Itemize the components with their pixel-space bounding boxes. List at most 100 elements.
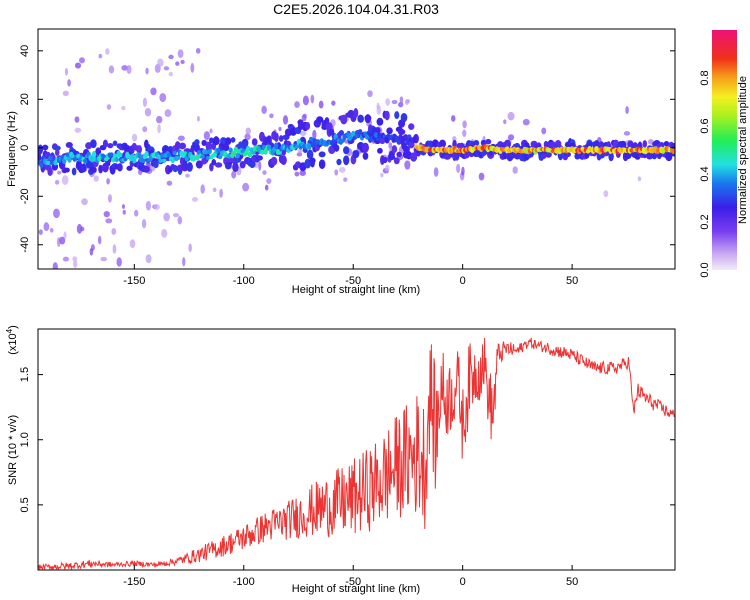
snr-x-tick-label: 0 <box>460 576 466 588</box>
spectrogram-halo-blob <box>463 153 470 159</box>
spectrogram-halo-blob <box>222 143 230 152</box>
spectrogram-halo-blob <box>178 142 187 150</box>
snr-y-tick-label: 1.0 <box>19 432 31 447</box>
spectrogram-y-tick-label: 40 <box>19 45 31 57</box>
spectrogram-noise-blob <box>388 142 393 149</box>
spectrogram-noise-blob <box>203 131 211 140</box>
spectrogram-noise-blob <box>242 182 250 192</box>
spectrogram-ridge-point <box>205 155 211 160</box>
spectrogram-halo-blob <box>502 152 508 160</box>
spectrogram-noise-blob <box>59 236 66 245</box>
spectrogram-axes: -150 -100 -50 0 50 -40 -20 0 20 40 <box>19 45 675 287</box>
spectrogram-noise-blob <box>507 134 515 141</box>
spectrogram-halo-blob <box>123 145 131 151</box>
spectrogram-noise-blob <box>282 115 289 125</box>
spectrogram-noise-blob <box>212 187 217 193</box>
spectrogram-noise-blob <box>164 109 172 118</box>
spectrogram-halo-blob <box>232 162 239 173</box>
spectrogram-noise-blob <box>163 212 170 222</box>
spectrogram-noise-blob <box>159 93 167 103</box>
spectrogram-halo-blob <box>212 136 220 146</box>
spectrogram-halo-blob <box>194 139 200 146</box>
spectrogram-halo-blob <box>181 162 189 172</box>
snr-x-tick-label: -100 <box>233 576 255 588</box>
spectrogram-noise-blob <box>294 101 300 108</box>
spectrogram-noise-blob <box>399 96 404 104</box>
spectrogram-noise-blob <box>209 128 213 134</box>
spectrogram-ridge-point <box>111 157 116 163</box>
spectrogram-ridge-point <box>671 148 675 155</box>
spectrogram-noise-blob <box>105 48 110 55</box>
snr-x-tick-label: -50 <box>345 576 361 588</box>
spectrogram-noise-blob <box>89 248 94 256</box>
spectrogram-noise-blob <box>129 239 136 249</box>
spectrogram-ridge-point <box>161 158 167 163</box>
spectrogram-plot-area <box>38 47 675 269</box>
spectrogram-noise-blob <box>302 95 309 106</box>
spectrogram-noise-blob <box>200 184 205 194</box>
spectrogram-noise-blob <box>121 65 129 71</box>
spectrogram-noise-blob <box>312 129 317 140</box>
spectrogram-noise-blob <box>134 209 139 217</box>
spectrogram-noise-blob <box>299 130 307 136</box>
spectrogram-y-tick-label: -40 <box>19 237 31 253</box>
spectrogram-noise-blob <box>142 126 148 133</box>
spectrogram-ridge-point <box>245 145 251 153</box>
spectrogram-halo-blob <box>136 145 143 154</box>
spectrogram-halo-blob <box>396 151 402 158</box>
spectrogram-noise-blob <box>108 65 115 74</box>
spectrogram-noise-blob <box>190 62 195 73</box>
spectrogram-noise-blob <box>105 218 113 224</box>
spectrogram-noise-blob <box>175 61 180 66</box>
spectrogram-ridge-point <box>308 136 314 142</box>
spectrogram-noise-blob <box>121 105 126 111</box>
spectrogram-ridge-point <box>167 153 172 158</box>
spectrogram-ridge-point <box>235 152 240 159</box>
spectrogram-noise-blob <box>61 175 69 185</box>
spectrogram-x-tick-label: 0 <box>460 275 466 287</box>
spectrogram-halo-blob <box>353 108 359 118</box>
spectrogram-noise-blob <box>38 229 43 235</box>
spectrogram-halo-blob <box>608 151 614 162</box>
spectrogram-halo-blob <box>338 130 345 136</box>
spectrogram-y-tick-label: 20 <box>19 93 31 105</box>
spectrogram-noise-blob <box>266 178 272 184</box>
snr-panel: -150 -100 -50 0 50 0.5 1.0 1.5 Height of straig… <box>5 325 676 595</box>
spectrogram-noise-blob <box>269 113 274 119</box>
spectrogram-noise-blob <box>107 194 112 203</box>
spectrogram-ridge-point <box>39 162 44 168</box>
spectrogram-halo-blob <box>318 151 326 158</box>
spectrogram-noise-blob <box>112 244 117 254</box>
spectrogram-halo-blob <box>336 158 342 166</box>
spectrogram-ridge-point <box>412 136 417 144</box>
spectrogram-halo-blob <box>328 145 336 155</box>
spectrogram-noise-blob <box>503 119 507 125</box>
spectrogram-halo-blob <box>266 135 272 144</box>
spectrogram-halo-blob <box>205 141 213 151</box>
colorbar-tick-label: 0.6 <box>699 118 711 133</box>
spectrogram-noise-blob <box>380 172 384 178</box>
spectrogram-noise-blob <box>62 256 69 262</box>
spectrogram-noise-blob <box>64 68 69 76</box>
spectrogram-ridge-point <box>373 132 379 138</box>
spectrogram-noise-blob <box>451 115 456 122</box>
spectrogram-noise-blob <box>245 127 251 135</box>
spectrogram-noise-blob <box>49 227 54 233</box>
spectrogram-ridge-point <box>182 151 188 156</box>
spectrogram-halo-blob <box>53 145 61 151</box>
spectrogram-halo-blob <box>377 147 383 154</box>
spectrogram-noise-blob <box>318 100 324 109</box>
colorbar-tick-label: 0.8 <box>699 70 711 85</box>
spectrogram-halo-blob <box>670 142 675 149</box>
spectrogram-noise-blob <box>106 104 112 110</box>
spectrogram-halo-blob <box>174 141 181 151</box>
spectrogram-noise-blob <box>177 49 184 59</box>
spectrogram-noise-blob <box>74 62 82 69</box>
spectrogram-halo-blob <box>71 167 77 176</box>
spectrogram-halo-blob <box>195 160 203 169</box>
spectrogram-x-tick-label: -150 <box>123 275 145 287</box>
spectrogram-noise-blob <box>404 160 411 170</box>
spectrogram-halo-blob <box>90 139 97 149</box>
snr-series-line <box>38 337 675 570</box>
spectrogram-halo-blob <box>239 160 246 169</box>
